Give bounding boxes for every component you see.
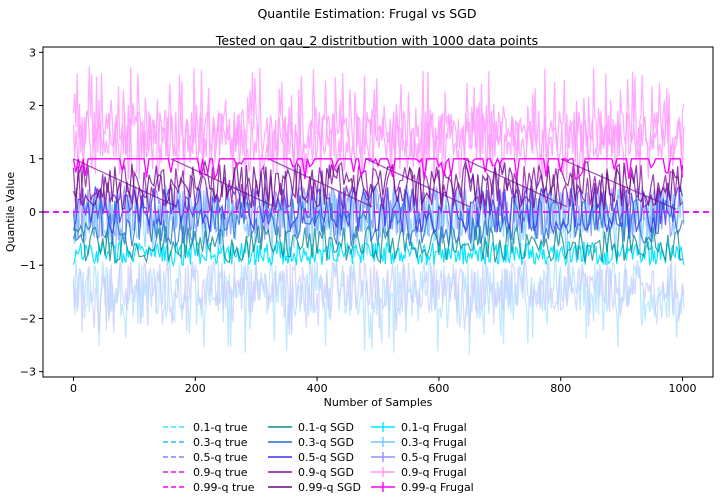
legend-label: 0.3-q Frugal — [401, 436, 467, 449]
x-tick-label: 1000 — [669, 382, 697, 395]
legend-entry-0-5-q-frugal: 0.5-q Frugal — [371, 451, 467, 464]
series-line-0-99-q-sgd — [72, 159, 684, 211]
legend-entry-0-1-q-true: 0.1-q true — [163, 421, 248, 434]
series-layer — [43, 66, 713, 356]
legend-entry-0-5-q-true: 0.5-q true — [163, 451, 248, 464]
legend-entry-0-99-q-sgd: 0.99-q SGD — [268, 481, 361, 494]
x-tick-label: 800 — [550, 382, 571, 395]
legend-entry-0-99-q-frugal: 0.99-q Frugal — [371, 481, 474, 494]
legend-label: 0.9-q Frugal — [401, 466, 467, 479]
legend-label: 0.99-q SGD — [298, 481, 361, 494]
legend-entry-0-3-q-frugal: 0.3-q Frugal — [371, 436, 467, 449]
series-line-0-3-q-sgd — [72, 197, 684, 248]
legend-label: 0.5-q SGD — [298, 451, 354, 464]
y-tick-label: 3 — [29, 46, 36, 59]
legend-label: 0.9-q true — [193, 466, 248, 479]
legend-entry-0-99-q-true: 0.99-q true — [163, 481, 255, 494]
x-tick-label: 200 — [185, 382, 206, 395]
legend-label: 0.9-q SGD — [298, 466, 354, 479]
sgd-streak-5 — [560, 158, 677, 210]
y-tick-label: −2 — [20, 312, 36, 325]
x-axis-label: Number of Samples — [324, 396, 433, 409]
y-tick-label: 2 — [29, 100, 36, 113]
legend-label: 0.3-q true — [193, 436, 248, 449]
legend-label: 0.99-q Frugal — [401, 481, 474, 494]
y-axis: −3 −2 −1 0 1 2 3 — [20, 46, 43, 379]
legend-entry-0-3-q-sgd: 0.3-q SGD — [268, 436, 354, 449]
x-tick-label: 0 — [70, 382, 77, 395]
series-line-0-9-q-frugal — [72, 110, 685, 180]
x-axis: 0 200 400 600 800 1000 — [70, 377, 697, 395]
legend-entry-0-9-q-frugal: 0.9-q Frugal — [371, 466, 467, 479]
legend-label: 0.99-q true — [193, 481, 255, 494]
legend: 0.1-q true 0.3-q true 0.5-q true 0.9-q true… — [163, 421, 474, 494]
y-tick-label: 0 — [29, 206, 36, 219]
sgd-streak-2 — [268, 158, 373, 208]
sgd-streak-0 — [73, 158, 178, 208]
y-tick-label: −1 — [20, 259, 36, 272]
legend-label: 0.1-q Frugal — [401, 421, 467, 434]
series-line-0-9-q-sgd — [72, 163, 683, 214]
legend-entry-0-1-q-sgd: 0.1-q SGD — [268, 421, 354, 434]
legend-entry-0-9-q-true: 0.9-q true — [163, 466, 248, 479]
legend-entry-0-3-q-true: 0.3-q true — [163, 436, 248, 449]
sgd-streak-4 — [463, 158, 568, 208]
series-line-0-3-q-frugal — [72, 185, 685, 266]
x-tick-label: 400 — [307, 382, 328, 395]
figure-suptitle: Quantile Estimation: Frugal vs SGD — [257, 6, 476, 21]
legend-label: 0.5-q true — [193, 451, 248, 464]
plot-area — [42, 46, 714, 378]
legend-entry-0-9-q-sgd: 0.9-q SGD — [268, 466, 354, 479]
y-tick-label: −3 — [20, 366, 36, 379]
series-line-0-1-q-sgd — [72, 223, 683, 264]
legend-label: 0.5-q Frugal — [401, 451, 467, 464]
sgd-streak-1 — [170, 158, 275, 208]
legend-entry-0-1-q-frugal: 0.1-q Frugal — [371, 421, 467, 434]
legend-label: 0.3-q SGD — [298, 436, 354, 449]
chart-title: Tested on gau_2 distritbution with 1000 … — [215, 33, 538, 48]
legend-label: 0.1-q true — [193, 421, 248, 434]
legend-entry-0-5-q-sgd: 0.5-q SGD — [268, 451, 354, 464]
sgd-streak-3 — [365, 158, 470, 208]
y-tick-label: 1 — [29, 153, 36, 166]
legend-label: 0.1-q SGD — [298, 421, 354, 434]
x-tick-label: 600 — [428, 382, 449, 395]
series-line-0-5-q-frugal-lower — [72, 259, 685, 335]
y-axis-label: Quantile Value — [4, 172, 17, 252]
series-line-0-99-q-frugal — [72, 157, 684, 181]
